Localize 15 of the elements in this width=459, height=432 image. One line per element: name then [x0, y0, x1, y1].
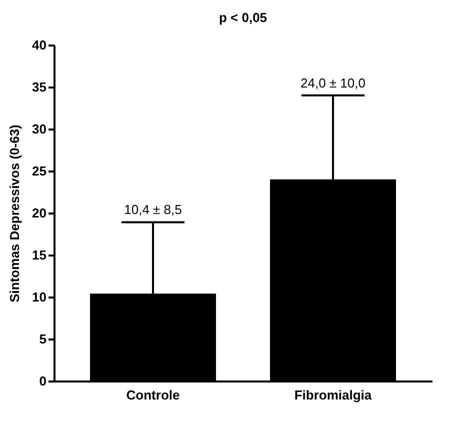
y-tick-label: 30 [32, 122, 46, 136]
y-tick-label: 25 [32, 164, 46, 178]
y-tick-label: 15 [32, 248, 46, 262]
annotation: 24,0 ± 10,0 [300, 75, 366, 90]
chart-title: p < 0,05 [218, 10, 268, 25]
y-tick-label: 40 [32, 38, 46, 52]
x-tick-label: Fibromialgia [294, 388, 372, 402]
annotation: 10,4 ± 8,5 [124, 202, 182, 218]
y-axis-title: Sintomas Depressivos (0-63) [7, 124, 22, 302]
y-tick-label: 35 [32, 80, 46, 94]
x-tick-label: Controle [126, 388, 180, 402]
y-tick-label: 20 [32, 206, 46, 220]
y-tick-label: 5 [39, 332, 46, 346]
y-tick-label: 0 [39, 374, 46, 388]
y-tick-label: 10 [32, 290, 46, 304]
